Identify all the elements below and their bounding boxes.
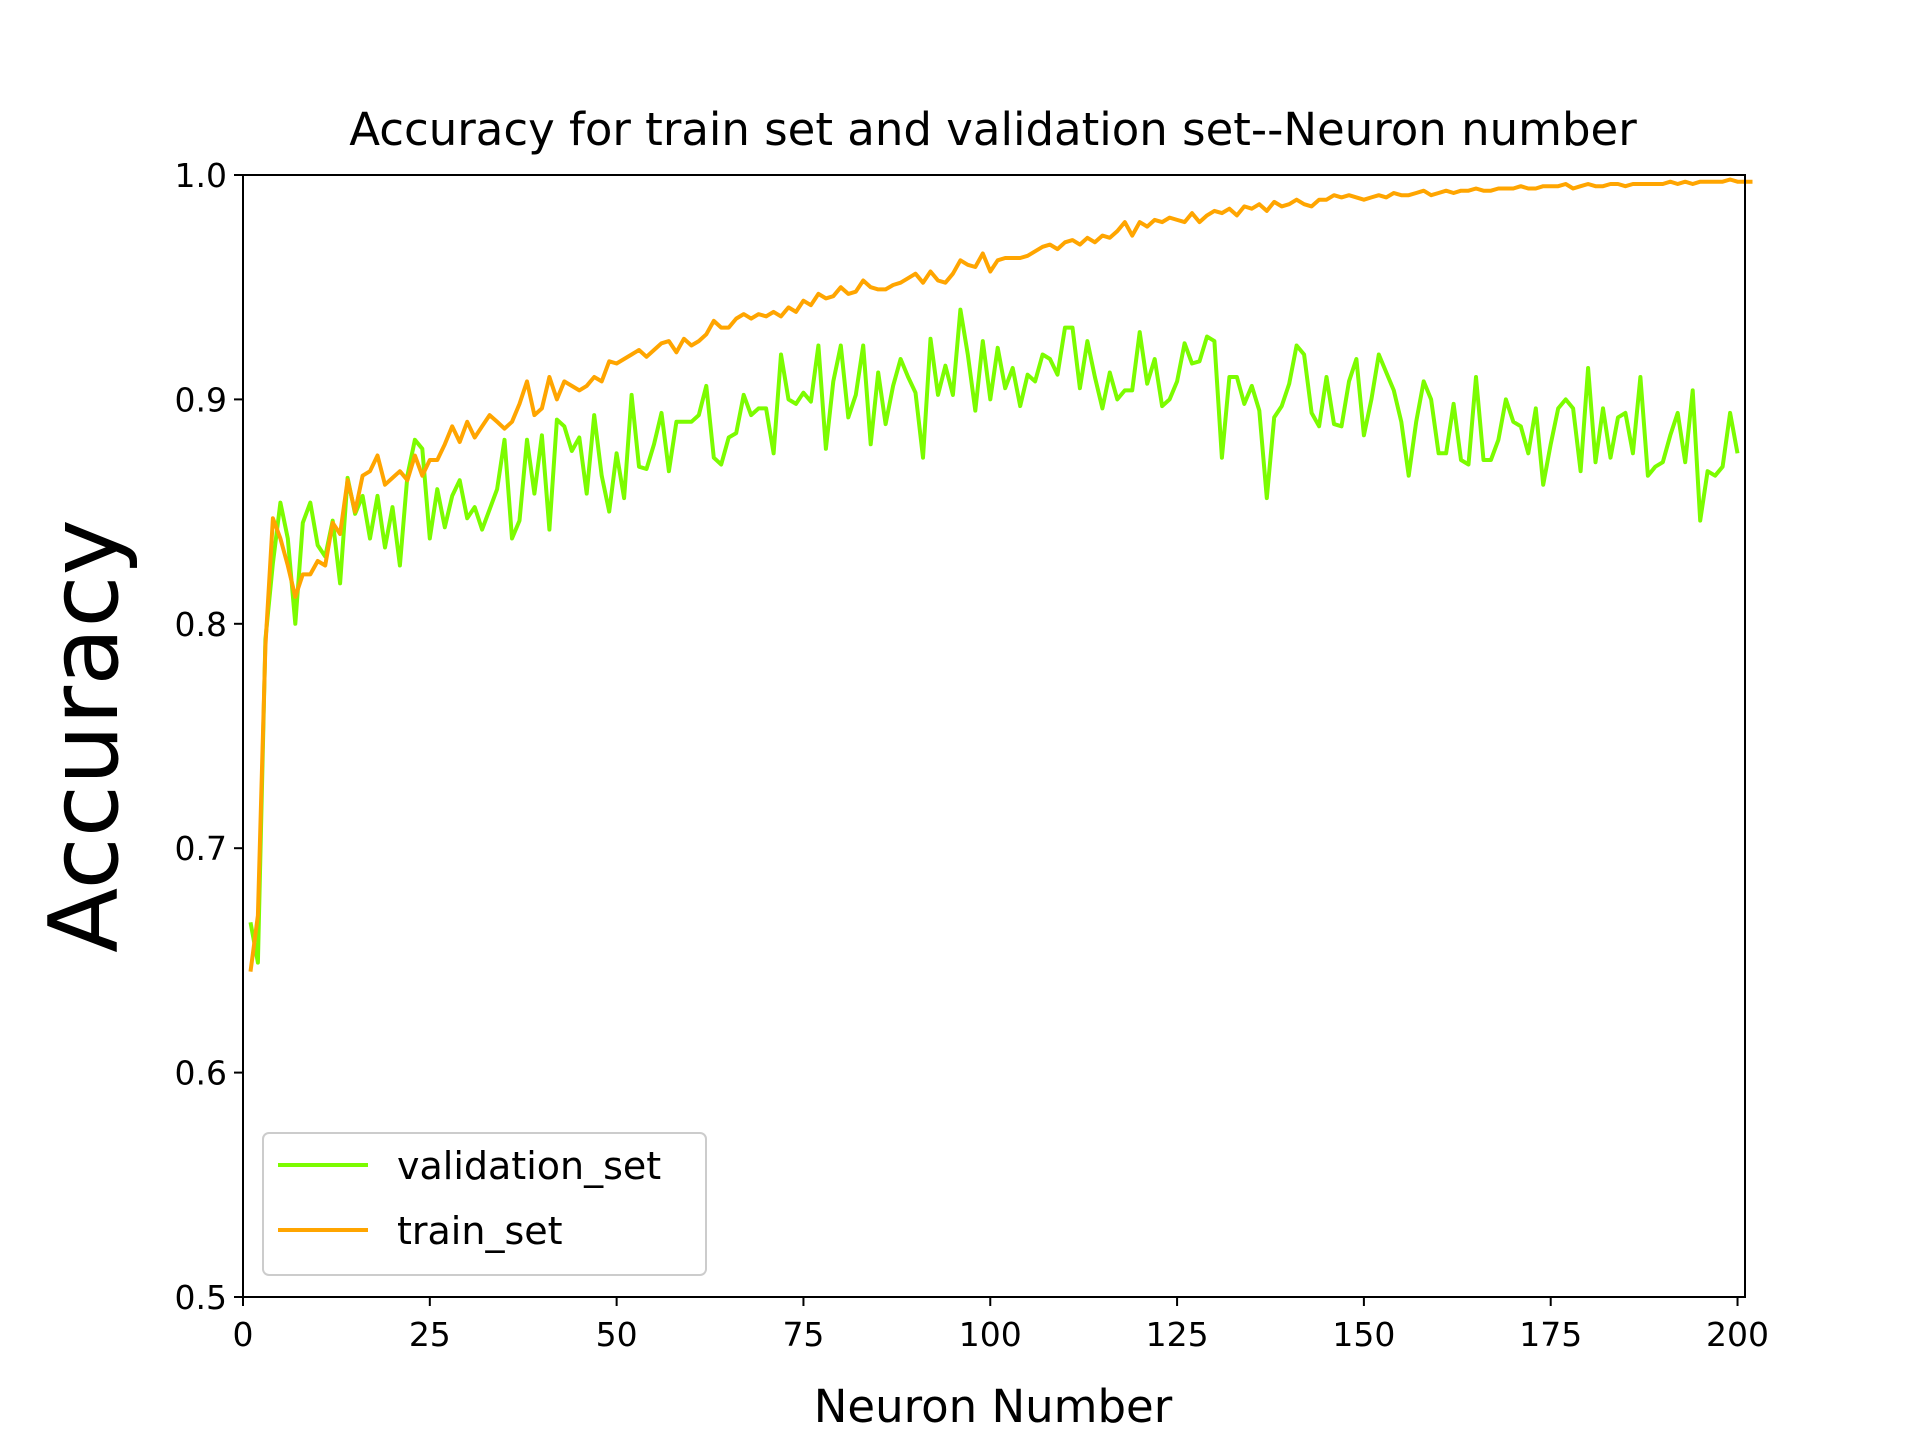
x-tick-label: 25 (409, 1315, 451, 1354)
plot-area-frame (242, 174, 1746, 1298)
x-tick-label: 75 (782, 1315, 824, 1354)
x-tick-label: 150 (1332, 1315, 1395, 1354)
series-line-train-set (248, 177, 1753, 972)
y-axis: 0.5 0.6 0.7 0.8 0.9 1.0 (175, 156, 243, 1317)
y-tick-label: 0.8 (175, 605, 227, 644)
legend-box (262, 1132, 707, 1276)
x-axis-label: Neuron Number (814, 1380, 1173, 1433)
legend: validation_set train_set (262, 1132, 707, 1276)
y-axis-label: Accuracy (30, 519, 140, 953)
y-tick-label: 1.0 (175, 156, 227, 195)
y-tick-label: 0.5 (175, 1278, 227, 1317)
x-axis: 0 25 50 75 100 125 150 175 200 (233, 1297, 1769, 1354)
series-layer (248, 177, 1753, 972)
y-tick-label: 0.9 (175, 380, 227, 419)
legend-label-train-set: train_set (397, 1209, 563, 1253)
x-tick-label: 175 (1519, 1315, 1582, 1354)
x-tick-label: 0 (233, 1315, 254, 1354)
legend-label-validation-set: validation_set (397, 1144, 661, 1188)
x-tick-label: 100 (959, 1315, 1022, 1354)
x-tick-label: 125 (1146, 1315, 1209, 1354)
x-tick-label: 50 (596, 1315, 638, 1354)
y-tick-label: 0.6 (175, 1054, 227, 1093)
series-line-validation-set (248, 307, 1740, 965)
chart-title: Accuracy for train set and validation se… (349, 103, 1637, 156)
y-tick-label: 0.7 (175, 829, 227, 868)
x-tick-label: 200 (1706, 1315, 1769, 1354)
